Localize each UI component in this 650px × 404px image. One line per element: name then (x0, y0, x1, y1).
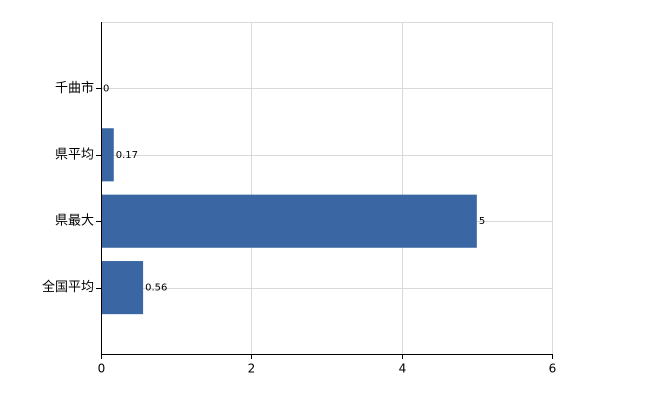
bar (101, 194, 477, 248)
bar (101, 261, 144, 315)
value-label: 5 (479, 216, 485, 227)
y-tick-label: 全国平均 (42, 279, 94, 295)
x-tick-label: 6 (549, 362, 557, 376)
value-label: 0.56 (145, 283, 167, 294)
value-label: 0 (103, 83, 109, 94)
y-tick-label: 県最大 (55, 214, 94, 229)
bar (101, 128, 114, 182)
y-tick-label: 県平均 (55, 147, 94, 162)
x-tick-label: 4 (399, 362, 407, 376)
x-tick-label: 2 (248, 362, 256, 376)
value-label: 0.17 (116, 150, 138, 161)
x-tick-label: 0 (98, 362, 106, 376)
y-tick-label: 千曲市 (55, 80, 94, 96)
